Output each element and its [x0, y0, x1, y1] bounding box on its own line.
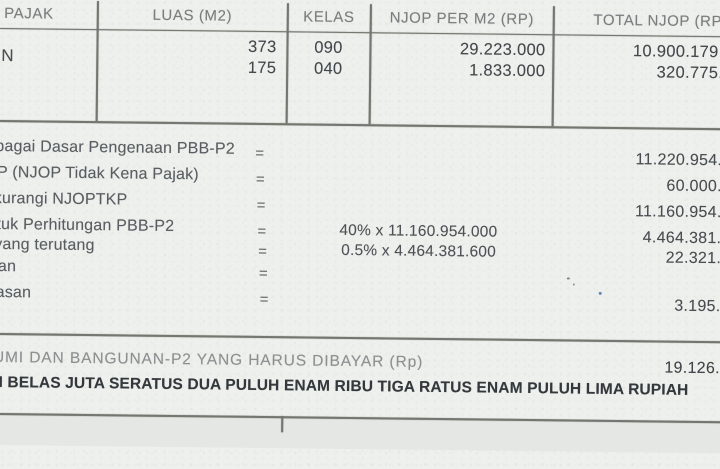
header-objek-pajak: K PAJAK: [0, 5, 54, 23]
header-njop-per-m2: NJOP PER M2 (RP): [389, 9, 535, 29]
total-njop-value: 320.775.: [656, 63, 720, 83]
calc-label: P (NJOP Tidak Kena Pajak): [0, 163, 199, 184]
scan-speck: [566, 277, 570, 280]
calc-value: 3.195.: [674, 297, 720, 316]
equals-sign: =: [258, 264, 268, 283]
luas-value: 175: [247, 58, 277, 78]
equals-sign: =: [256, 196, 266, 215]
calc-label: tuk Perhitungan PBB-P2: [0, 215, 175, 235]
section-divider-line: [0, 332, 720, 344]
calc-value: 60.000.: [666, 177, 720, 196]
calc-label: bagai Dasar Pengenaan PBB-P2: [0, 137, 235, 158]
scan-speck: [572, 283, 575, 286]
header-luas: LUAS (M2): [152, 6, 233, 25]
total-njop-value: 10.900.179.: [632, 42, 720, 62]
equals-sign: =: [258, 242, 268, 261]
calc-value: 22.321.: [665, 249, 720, 268]
equals-sign: =: [255, 144, 265, 163]
equals-sign: =: [255, 170, 265, 189]
amount-in-words: N BELAS JUTA SERATUS DUA PULUH ENAM RIBU…: [0, 373, 689, 399]
calc-label: asan: [0, 283, 32, 302]
header-total-njop: TOTAL NJOP (RP: [593, 11, 720, 31]
assessment-table: K PAJAK LUAS (M2) KELAS NJOP PER M2 (RP)…: [0, 0, 720, 131]
payable-label: UMI DAN BANGUNAN-P2 YANG HARUS DIBAYAR (…: [0, 348, 424, 371]
luas-value: 373: [247, 37, 277, 57]
calc-formula: 0.5% x 4.464.381.600: [341, 241, 497, 261]
calc-value: 11.160.954.: [634, 203, 720, 222]
calc-label: kurangi NJOPTKP: [0, 189, 128, 209]
calc-label: an: [0, 257, 17, 276]
calc-formula: 40% x 11.160.954.000: [339, 221, 498, 241]
ink-dot-blue: [598, 291, 602, 295]
header-kelas: KELAS: [303, 8, 355, 27]
calc-value: 4.464.381.: [642, 229, 720, 248]
scanned-tax-document: { "colors": { "paper": "#edf0ec", "paper…: [0, 0, 720, 433]
calc-label: yang terutang: [0, 235, 95, 255]
table-bottom-line: [0, 119, 720, 131]
payable-amount: 19.126.: [664, 359, 720, 378]
equals-sign: =: [257, 222, 267, 241]
bottom-table-divider: [281, 416, 283, 433]
calc-value: 11.220.954.: [635, 151, 720, 170]
object-type-label-fragment: N: [1, 46, 14, 66]
equals-sign: =: [259, 290, 269, 309]
